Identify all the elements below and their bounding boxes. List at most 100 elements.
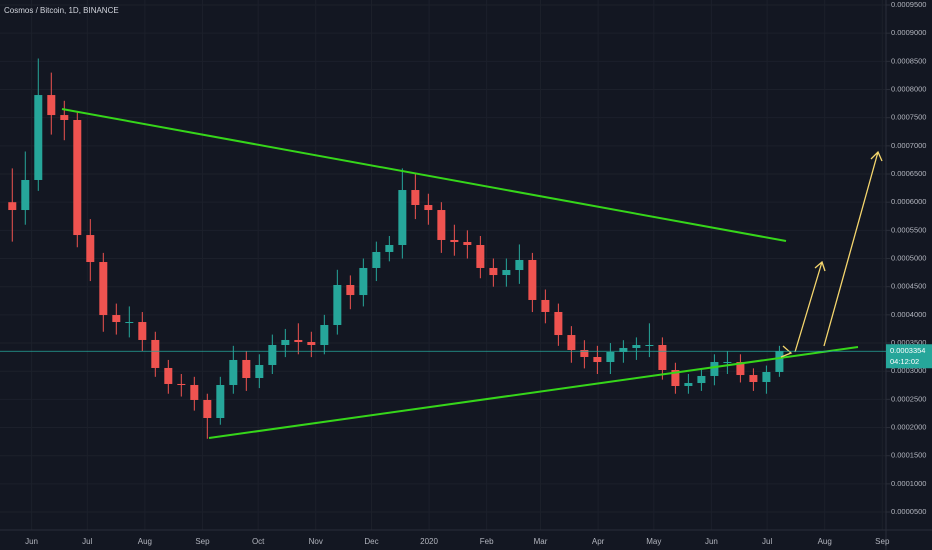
candle-body — [99, 262, 108, 316]
candle-body — [281, 339, 290, 345]
drawings — [61, 108, 883, 439]
y-tick-label: 0.0008500 — [891, 56, 926, 65]
candle-body — [8, 202, 17, 211]
candle-body — [775, 351, 784, 372]
candle-body — [567, 335, 576, 351]
candle-body — [411, 190, 420, 206]
x-tick-label: 2020 — [420, 537, 438, 546]
candle-body — [216, 384, 225, 419]
x-tick-label: Oct — [252, 537, 265, 546]
candle-body — [385, 245, 394, 252]
x-tick-label: Jul — [82, 537, 92, 546]
candle-body — [684, 383, 693, 387]
y-tick-label: 0.0007500 — [891, 113, 926, 122]
candle-body — [125, 322, 134, 324]
candle-body — [749, 375, 758, 383]
candle-body — [242, 359, 251, 379]
candle-body — [671, 370, 680, 387]
candle-body — [255, 364, 264, 379]
x-tick-label: Jun — [25, 537, 38, 546]
y-tick-label: 0.0004000 — [891, 310, 926, 319]
y-tick-label: 0.0006500 — [891, 169, 926, 178]
candle-body — [580, 350, 589, 357]
candle-body — [320, 324, 329, 345]
candle-body — [554, 311, 563, 336]
arrow — [780, 345, 793, 358]
candle-body — [177, 383, 186, 385]
grid — [0, 0, 886, 530]
candle-body — [47, 95, 56, 116]
candle-body — [593, 356, 602, 363]
candle-body — [203, 399, 212, 419]
candle-body — [268, 344, 277, 365]
candle-body — [21, 179, 30, 211]
x-tick-label: Sep — [875, 537, 890, 546]
candle-body — [346, 284, 355, 296]
y-tick-label: 0.0009000 — [891, 28, 926, 37]
y-tick-label: 0.0008000 — [891, 85, 926, 94]
x-tick-label: Jun — [705, 537, 718, 546]
y-tick-label: 0.0007000 — [891, 141, 926, 150]
candle-body — [112, 315, 121, 323]
x-tick-label: May — [646, 537, 661, 546]
candle-body — [73, 119, 82, 236]
candle-body — [190, 384, 199, 400]
x-tick-label: Jul — [762, 537, 772, 546]
candle-body — [632, 344, 641, 348]
x-tick-label: Dec — [364, 537, 378, 546]
candle-body — [138, 322, 147, 340]
arrow — [794, 260, 826, 353]
y-tick-label: 0.0005500 — [891, 225, 926, 234]
candle-body — [398, 190, 407, 246]
upper-trend-line — [61, 108, 787, 242]
x-tick-label: Aug — [818, 537, 832, 546]
candle-body — [60, 115, 69, 120]
candles — [8, 58, 784, 439]
x-tick-label: Feb — [480, 537, 494, 546]
chart-title: Cosmos / Bitcoin, 1D, BINANCE — [4, 6, 119, 15]
candle-body — [645, 344, 654, 346]
candle-body — [710, 362, 719, 376]
y-tick-label: 0.0006000 — [891, 197, 926, 206]
last-price-label: 0.0003354 — [890, 346, 925, 355]
y-tick-label: 0.0004500 — [891, 282, 926, 291]
candle-body — [34, 95, 43, 180]
last-price-box — [886, 344, 932, 369]
candle-body — [229, 359, 238, 385]
candle-body — [489, 267, 498, 276]
arrow — [823, 150, 883, 347]
candle-body — [476, 245, 485, 268]
countdown: 04:12:02 — [890, 357, 919, 366]
y-tick-label: 0.0003000 — [891, 366, 926, 375]
y-tick-label: 0.0002000 — [891, 423, 926, 432]
x-tick-label: Aug — [138, 537, 152, 546]
candle-body — [515, 259, 524, 271]
candle-body — [164, 367, 173, 384]
candle-body — [658, 344, 667, 371]
y-tick-label: 0.0009500 — [891, 0, 926, 9]
candle-body — [450, 239, 459, 243]
candle-body — [424, 205, 433, 211]
y-tick-label: 0.0001000 — [891, 479, 926, 488]
y-tick-label: 0.0000500 — [891, 507, 926, 516]
candle-body — [697, 375, 706, 384]
candle-body — [541, 299, 550, 312]
y-tick-label: 0.0002500 — [891, 394, 926, 403]
y-tick-label: 0.0001500 — [891, 451, 926, 460]
candle-body — [333, 284, 342, 325]
candle-body — [723, 362, 732, 364]
candle-body — [86, 235, 95, 263]
x-tick-label: Sep — [195, 537, 210, 546]
candle-body — [502, 270, 511, 276]
x-tick-label: Nov — [309, 537, 323, 546]
candle-body — [463, 242, 472, 246]
y-tick-label: 0.0003500 — [891, 338, 926, 347]
y-tick-label: 0.0005000 — [891, 254, 926, 263]
candle-body — [528, 259, 537, 300]
candle-body — [619, 347, 628, 352]
lower-trend-line — [208, 346, 859, 439]
candle-body — [359, 267, 368, 296]
projection-arrows — [780, 150, 883, 358]
